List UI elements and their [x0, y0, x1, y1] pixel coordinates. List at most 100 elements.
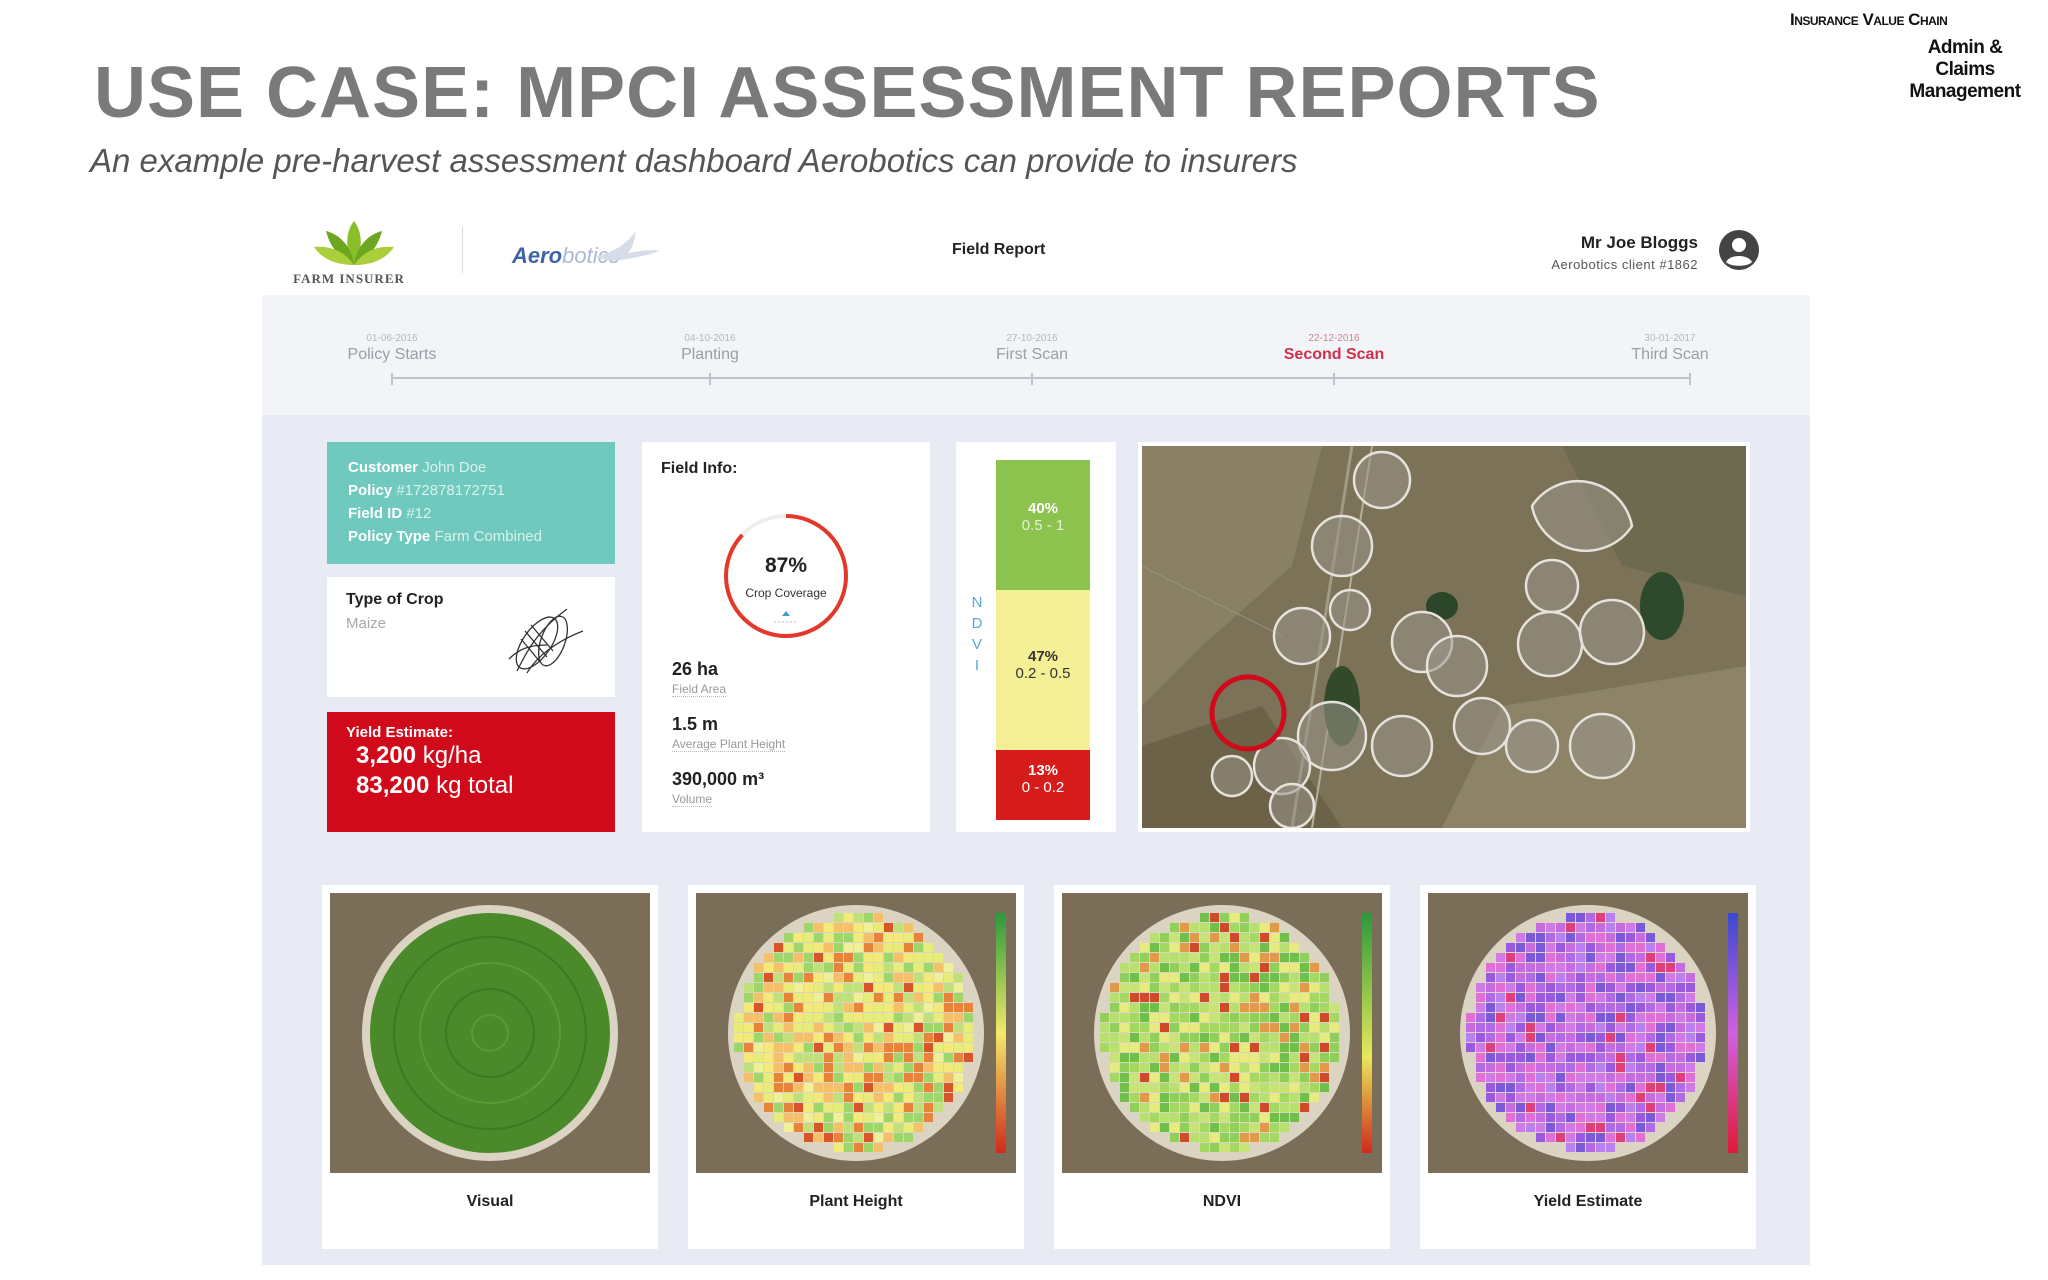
field-id-row: Field ID #12 — [348, 502, 594, 525]
policy-row: Policy #172878172751 — [348, 479, 594, 502]
bird-icon — [594, 231, 660, 261]
ndvi-segment-range: 0.5 - 1 — [1021, 517, 1065, 534]
slide-title: USE CASE: MPCI ASSESSMENT REPORTS — [94, 53, 1601, 133]
customer-value: John Doe — [422, 459, 487, 476]
crop-card: Type of Crop Maize — [327, 577, 615, 697]
yield-total-row: 83,200 kg total — [356, 771, 596, 801]
timeline-date: 22-12-2016 — [1308, 333, 1360, 344]
timeline-date: 04-10-2016 — [684, 333, 736, 344]
timeline-label: Second Scan — [1283, 346, 1385, 363]
farm-insurer-name: FARM INSURER — [293, 271, 405, 286]
thumbnail-caption: Yield Estimate — [1533, 1193, 1643, 1210]
ndvi-segment-percent: 40% — [1027, 500, 1059, 517]
satellite-map-card — [1138, 442, 1750, 832]
policy-type-label: Policy Type — [348, 528, 431, 545]
thumbnail-caption: Visual — [466, 1193, 514, 1210]
timeline-step-third-scan[interactable]: 30-01-2017 Third Scan — [1590, 333, 1750, 364]
timeline-label: Third Scan — [1631, 346, 1709, 363]
timeline-step-planting[interactable]: 04-10-2016 Planting — [630, 333, 790, 364]
timeline-tick — [709, 373, 711, 385]
report-title: Field Report — [952, 241, 1046, 258]
yield-total-unit: kg total — [436, 772, 514, 799]
ndvi-segment-low[interactable]: 13% 0 - 0.2 — [996, 750, 1090, 820]
customer-label: Customer — [348, 459, 419, 476]
timeline-track — [392, 377, 1690, 379]
field-info-heading: Field Info: — [661, 460, 738, 477]
coverage-percent: 87% — [764, 554, 808, 577]
user-avatar-icon[interactable] — [1718, 229, 1760, 271]
leaf-logo-icon — [314, 221, 394, 265]
field-info-card: Field Info: 87% Crop Coverage 26 ha Fiel… — [642, 442, 930, 832]
timeline-date: 27-10-2016 — [1006, 333, 1058, 344]
ndvi-axis-letter: N — [971, 594, 983, 611]
satellite-map[interactable] — [1142, 446, 1746, 828]
customer-card: Customer John Doe Policy #172878172751 F… — [327, 442, 615, 564]
crop-coverage-gauge: 87% Crop Coverage — [718, 508, 854, 644]
timeline-step-first-scan[interactable]: 27-10-2016 First Scan — [952, 333, 1112, 364]
maize-icon — [508, 608, 584, 674]
plant-height-thumbnail-card[interactable]: Plant Height — [688, 885, 1024, 1249]
coverage-label: Crop Coverage — [745, 586, 827, 600]
ndvi-segment-percent: 13% — [1027, 762, 1059, 779]
ndvi-axis-letter: D — [971, 615, 983, 632]
value-chain-stage-line: Claims — [1935, 59, 1995, 80]
volume-value: 390,000 m³ — [672, 769, 765, 789]
timeline-date: 01-06-2016 — [366, 333, 418, 344]
plant-height-label: Average Plant Height — [672, 737, 786, 752]
timeline-date: 30-01-2017 — [1644, 333, 1696, 344]
dashboard-topbar: FARM INSURER Aerobotics Field Report Mr … — [262, 205, 1810, 295]
value-chain-title: Insurance Value Chain — [1790, 10, 1948, 29]
timeline-step-policy-starts[interactable]: 01-06-2016 Policy Starts — [312, 333, 472, 364]
yield-card: Yield Estimate: 3,200 kg/ha 83,200 kg to… — [327, 712, 615, 832]
ndvi-segment-high[interactable]: 40% 0.5 - 1 — [996, 460, 1090, 590]
yield-rate-unit: kg/ha — [422, 742, 482, 769]
field-area-metric: 26 ha Field Area — [672, 659, 727, 698]
policy-label: Policy — [348, 482, 393, 499]
plant-height-metric: 1.5 m Average Plant Height — [672, 714, 786, 753]
crop-value: Maize — [346, 615, 387, 632]
user-client-id: Aerobotics client #1862 — [1551, 257, 1698, 272]
policy-timeline: 01-06-2016 Policy Starts 04-10-2016 Plan… — [262, 295, 1810, 415]
yield-rate-row: 3,200 kg/ha — [356, 741, 596, 771]
visual-thumbnail-card[interactable]: Visual — [322, 885, 658, 1249]
yield-total-value: 83,200 — [356, 772, 430, 799]
ndvi-thumbnail-card[interactable]: NDVI — [1054, 885, 1390, 1249]
ndvi-segment-range: 0 - 0.2 — [1021, 779, 1065, 796]
ndvi-grid — [1100, 913, 1339, 1152]
ndvi-segment-medium[interactable]: 47% 0.2 - 0.5 — [996, 590, 1090, 750]
yield-estimate-map — [1428, 893, 1748, 1173]
timeline-tick — [391, 373, 393, 385]
ndvi-segment-percent: 47% — [1027, 648, 1059, 665]
thumbnail-caption: NDVI — [1202, 1193, 1242, 1210]
yield-estimate-grid — [1466, 913, 1705, 1152]
plant-height-map — [696, 893, 1016, 1173]
timeline-tick — [1689, 373, 1691, 385]
volume-label: Volume — [672, 792, 713, 807]
coverage-ring — [724, 514, 848, 638]
farm-insurer-logo: FARM INSURER — [284, 219, 404, 289]
ndvi-segment-range: 0.2 - 0.5 — [1015, 665, 1071, 682]
field-id-label: Field ID — [348, 505, 403, 522]
plant-height-grid — [734, 913, 973, 1152]
ndvi-distribution-card: N D V I 40% 0.5 - 1 47% 0.2 - 0.5 13% 0 … — [956, 442, 1116, 832]
field-area-label: Field Area — [672, 682, 727, 697]
field-id-value: #12 — [406, 505, 432, 522]
crop-heading: Type of Crop — [346, 591, 444, 608]
timeline-step-second-scan[interactable]: 22-12-2016 Second Scan — [1254, 333, 1414, 364]
policy-type-value: Farm Combined — [434, 528, 542, 545]
policy-type-row: Policy Type Farm Combined — [348, 525, 594, 548]
timeline-tick — [1031, 373, 1033, 385]
policy-value: #172878172751 — [396, 482, 505, 499]
volume-metric: 390,000 m³ Volume — [672, 769, 764, 808]
slide-subtitle: An example pre-harvest assessment dashbo… — [90, 142, 1298, 179]
yield-rate-value: 3,200 — [356, 742, 417, 769]
value-chain-stage-line: Management — [1909, 81, 2021, 102]
timeline-label: Policy Starts — [347, 346, 437, 363]
thumbnail-caption: Plant Height — [809, 1193, 903, 1210]
customer-row: Customer John Doe — [348, 456, 594, 479]
yield-estimate-thumbnail-card[interactable]: Yield Estimate — [1420, 885, 1756, 1249]
field-area-value: 26 ha — [672, 659, 719, 679]
plant-height-value: 1.5 m — [672, 714, 719, 734]
user-name: Mr Joe Bloggs — [1580, 233, 1698, 252]
value-chain-stage: Admin & Claims Management — [1890, 37, 2040, 103]
